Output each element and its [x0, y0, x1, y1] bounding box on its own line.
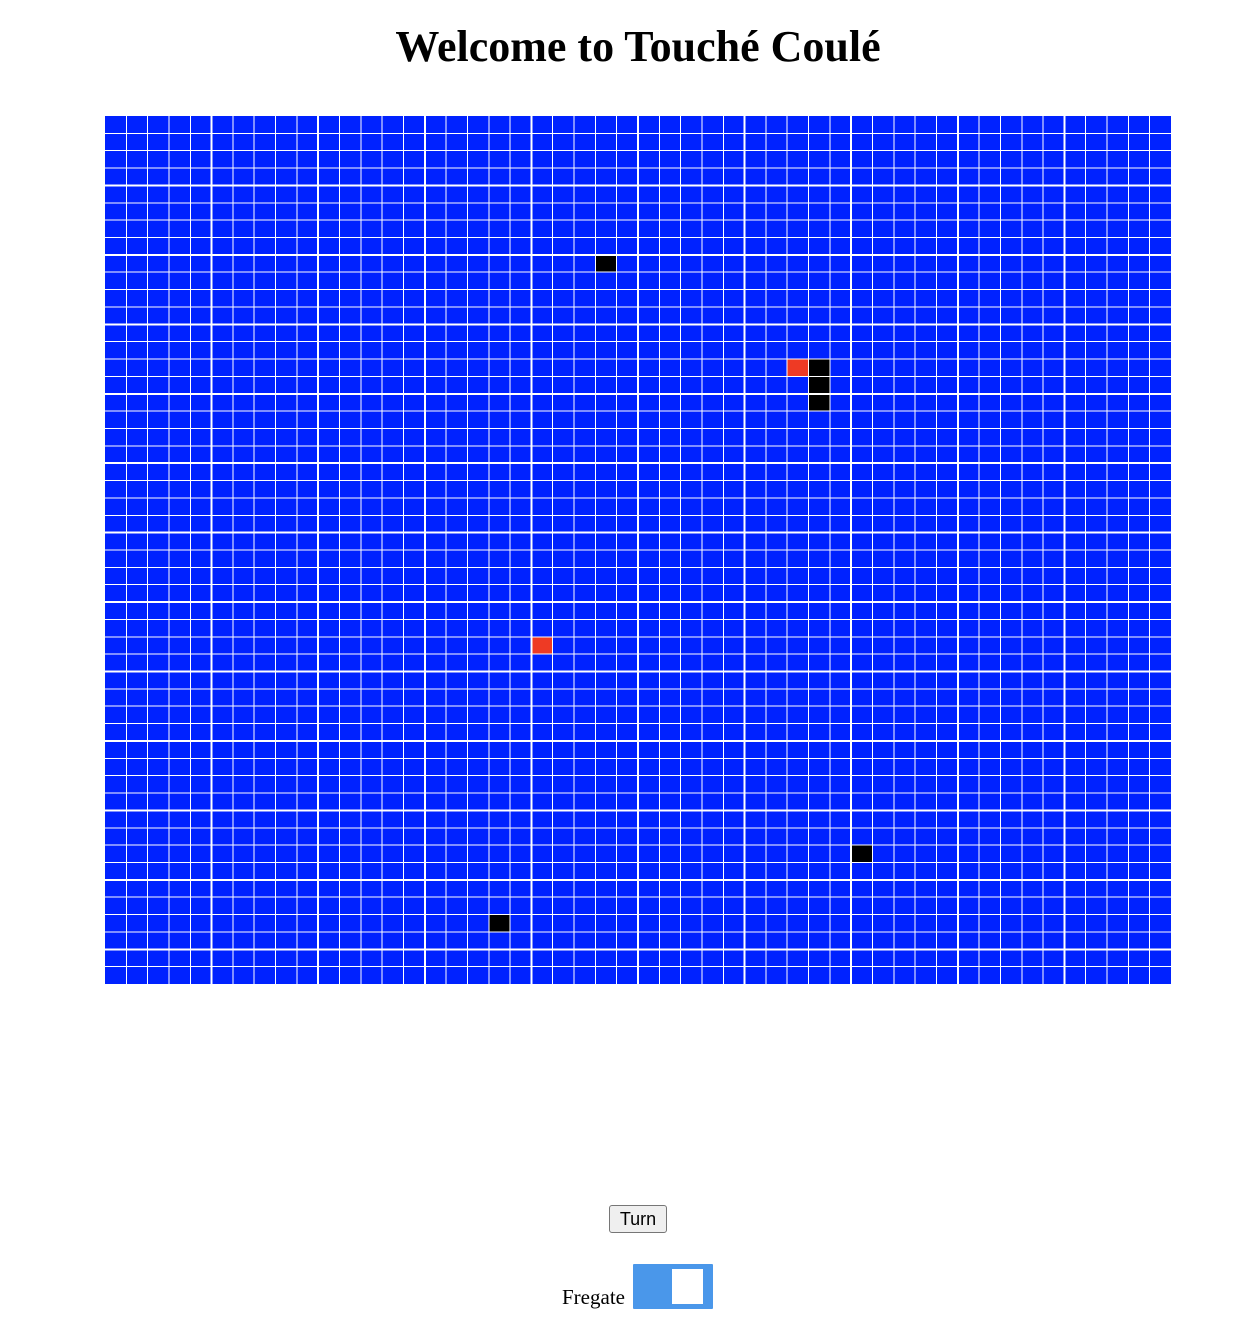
- ship-cell[interactable]: [808, 359, 830, 377]
- hit-cell[interactable]: [787, 359, 809, 377]
- board-grid-lines: [105, 116, 1171, 984]
- ship-cell[interactable]: [808, 393, 830, 412]
- ship-cell[interactable]: [488, 914, 511, 932]
- ship-cell[interactable]: [851, 845, 873, 863]
- page-title: Welcome to Touché Coulé: [395, 22, 881, 71]
- ship-cell[interactable]: [595, 254, 617, 273]
- hit-cell[interactable]: [531, 636, 553, 655]
- ship-cell[interactable]: [808, 376, 830, 394]
- ship-orientation-toggle[interactable]: [633, 1264, 713, 1309]
- ship-type-label: Fregate: [562, 1285, 625, 1309]
- turn-button[interactable]: Turn: [609, 1205, 667, 1233]
- toggle-knob: [672, 1269, 703, 1304]
- game-board[interactable]: [105, 116, 1171, 984]
